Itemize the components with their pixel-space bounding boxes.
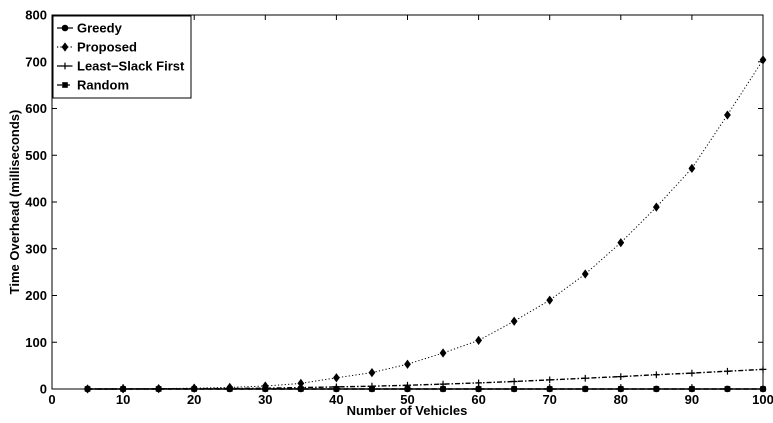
y-tick-label-3: 300 bbox=[25, 241, 47, 256]
data-point-1-14 bbox=[581, 269, 589, 279]
data-point-2-16 bbox=[652, 371, 660, 379]
data-point-1-7 bbox=[333, 373, 340, 383]
legend-item-0: Greedy bbox=[57, 21, 123, 36]
data-point-1-11 bbox=[475, 335, 482, 345]
legend-label-2: Least−Slack First bbox=[77, 59, 185, 74]
data-point-1-15 bbox=[617, 238, 625, 248]
data-point-1-6 bbox=[297, 378, 305, 388]
data-point-2-13 bbox=[546, 376, 554, 384]
legend-marker-3 bbox=[62, 82, 68, 88]
y-tick-label-0: 0 bbox=[40, 382, 47, 397]
y-tick-label-2: 200 bbox=[25, 288, 47, 303]
x-tick-label-5: 50 bbox=[400, 392, 414, 407]
y-axis-label: Time Overhead (milliseconds) bbox=[7, 110, 22, 295]
legend-item-2: Least−Slack First bbox=[57, 59, 185, 74]
x-tick-label-4: 40 bbox=[329, 392, 343, 407]
legend: Greedy Proposed Least−Slack First Random bbox=[52, 15, 192, 99]
y-tick-label-4: 400 bbox=[25, 195, 47, 210]
y-tick-label-7: 700 bbox=[25, 54, 47, 69]
y-tick-label-1: 100 bbox=[25, 335, 47, 350]
legend-label-3: Random bbox=[77, 78, 129, 93]
x-tick-label-9: 90 bbox=[685, 392, 699, 407]
legend-item-1: Proposed bbox=[57, 40, 137, 55]
data-point-1-17 bbox=[688, 163, 696, 173]
x-tick-label-1: 10 bbox=[116, 392, 130, 407]
x-tick-label-2: 20 bbox=[187, 392, 201, 407]
data-point-1-16 bbox=[652, 202, 660, 212]
data-point-1-9 bbox=[404, 359, 411, 369]
legend-box bbox=[52, 15, 192, 99]
legend-marker-1 bbox=[61, 42, 69, 52]
y-tick-label-5: 500 bbox=[25, 148, 47, 163]
data-point-2-17 bbox=[688, 369, 696, 377]
legend-item-3: Random bbox=[57, 78, 129, 93]
data-point-1-13 bbox=[546, 295, 554, 305]
x-tick-label-8: 80 bbox=[614, 392, 628, 407]
data-point-2-15 bbox=[617, 373, 625, 381]
y-tick-label-8: 800 bbox=[25, 8, 47, 23]
data-point-2-14 bbox=[581, 374, 589, 382]
legend-label-1: Proposed bbox=[77, 40, 137, 55]
x-tick-label-7: 70 bbox=[542, 392, 556, 407]
x-tick-label-0: 0 bbox=[48, 392, 55, 407]
x-tick-label-3: 30 bbox=[258, 392, 272, 407]
data-point-2-12 bbox=[510, 378, 518, 385]
data-point-1-18 bbox=[724, 110, 731, 120]
y-tick-label-6: 600 bbox=[25, 101, 47, 116]
x-tick-label-6: 60 bbox=[471, 392, 485, 407]
x-axis-label: Number of Vehicles bbox=[347, 403, 468, 418]
legend-label-0: Greedy bbox=[77, 21, 123, 36]
legend-marker-2 bbox=[61, 62, 69, 70]
axes: 0 10 20 30 40 50 60 70 80 90 100 0 100 200 300 400 500 60… bbox=[25, 8, 773, 408]
data-point-1-12 bbox=[510, 316, 518, 326]
x-tick-label-10: 100 bbox=[752, 392, 773, 407]
legend-marker-0 bbox=[61, 24, 69, 32]
data-point-1-10 bbox=[439, 348, 447, 358]
data-point-1-8 bbox=[368, 368, 376, 378]
data-point-2-18 bbox=[724, 367, 731, 375]
